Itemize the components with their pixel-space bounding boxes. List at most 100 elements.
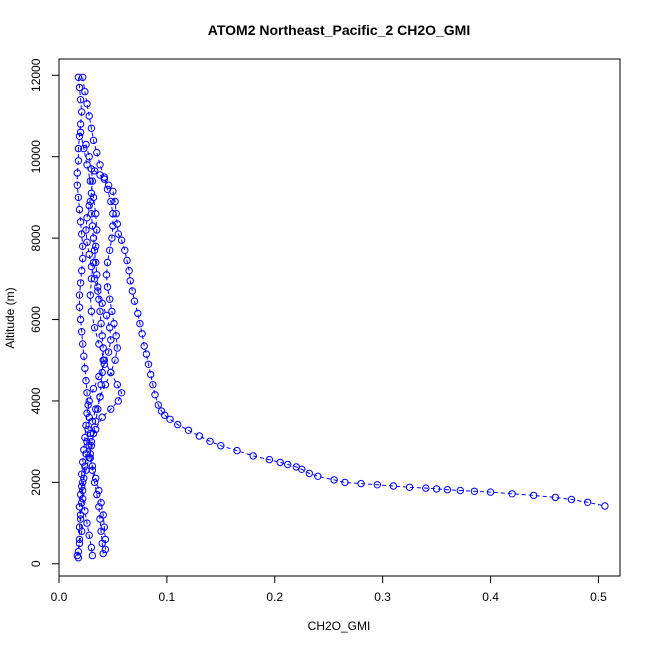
data-point <box>113 220 122 228</box>
data-point <box>73 169 82 177</box>
x-tick-label: 0.5 <box>590 590 607 604</box>
data-point <box>80 352 88 360</box>
data-point <box>121 246 129 255</box>
data-point <box>76 315 85 324</box>
plot-frame <box>58 58 621 577</box>
data-point <box>97 319 105 328</box>
data-point <box>123 256 131 265</box>
data-point <box>94 405 102 413</box>
data-point <box>89 429 98 438</box>
data-point <box>82 421 90 430</box>
data-point <box>87 442 96 450</box>
data-point <box>76 128 85 137</box>
x-axis-label: CH2O_GMI <box>308 619 371 633</box>
data-point <box>112 210 120 218</box>
data-point <box>206 437 214 445</box>
data-point <box>76 515 85 523</box>
data-point <box>107 336 115 344</box>
data-point <box>92 474 100 482</box>
data-point <box>87 189 96 198</box>
data-point <box>161 411 169 419</box>
data-point <box>456 486 464 495</box>
data-point <box>106 295 114 303</box>
data-point <box>96 161 104 169</box>
data-point <box>85 250 93 259</box>
data-point <box>87 543 96 552</box>
data-point <box>89 258 98 267</box>
data-point <box>508 490 516 498</box>
data-point <box>76 490 85 499</box>
data-point <box>85 397 93 405</box>
data-point <box>92 425 100 434</box>
data-point <box>405 483 414 491</box>
data-point <box>82 376 90 385</box>
data-point <box>113 381 122 389</box>
data-point <box>93 490 101 499</box>
data-point <box>96 307 104 316</box>
data-point <box>601 502 609 510</box>
data-point <box>90 167 99 175</box>
data-point <box>75 205 84 214</box>
data-point <box>154 401 163 409</box>
data-point <box>100 175 109 183</box>
series-lines <box>76 77 606 558</box>
data-point <box>78 108 86 116</box>
data-point <box>93 148 101 157</box>
data-point <box>151 391 159 399</box>
data-point <box>87 124 96 132</box>
data-point <box>130 297 139 305</box>
data-point <box>76 279 85 287</box>
data-point <box>74 193 83 202</box>
data-point <box>73 551 82 560</box>
data-point <box>78 499 86 507</box>
data-point <box>104 348 113 356</box>
data-point <box>114 230 123 238</box>
data-point <box>142 350 151 358</box>
data-point <box>432 485 441 493</box>
data-point <box>583 498 592 506</box>
series-points <box>73 73 609 562</box>
series-line <box>76 77 90 558</box>
data-point <box>114 397 123 405</box>
data-point <box>104 181 113 189</box>
data-point <box>78 527 86 535</box>
x-tick-label: 0.4 <box>482 590 499 604</box>
data-point <box>75 132 84 141</box>
data-point <box>195 432 204 440</box>
data-point <box>89 385 98 393</box>
data-point <box>83 161 91 169</box>
data-point <box>74 157 83 165</box>
data-point <box>101 535 110 544</box>
data-point <box>80 144 88 153</box>
data-point <box>75 291 84 299</box>
y-tick-label: 6000 <box>29 306 43 333</box>
data-point <box>92 258 100 267</box>
data-point <box>136 319 144 328</box>
data-point <box>85 531 93 539</box>
data-point <box>217 442 225 450</box>
data-point <box>83 238 91 246</box>
data-point <box>86 429 95 438</box>
data-point <box>85 112 93 120</box>
data-point <box>107 405 115 413</box>
data-point <box>84 425 92 434</box>
data-point <box>149 381 157 389</box>
data-point <box>305 469 313 478</box>
y-tick-label: 10000 <box>29 140 43 174</box>
data-point <box>74 73 83 82</box>
data-point <box>422 484 430 492</box>
data-point <box>443 486 452 494</box>
data-point <box>88 551 97 560</box>
data-point <box>92 242 100 251</box>
data-point <box>87 275 96 283</box>
data-point <box>184 426 193 434</box>
data-point <box>75 539 84 548</box>
x-tick-label: 0.2 <box>266 590 283 604</box>
data-point <box>78 230 86 238</box>
data-point <box>470 487 479 495</box>
data-point <box>83 438 91 446</box>
data-point <box>88 462 97 470</box>
data-point <box>79 73 87 82</box>
data-point <box>82 226 90 234</box>
data-point <box>138 330 146 338</box>
